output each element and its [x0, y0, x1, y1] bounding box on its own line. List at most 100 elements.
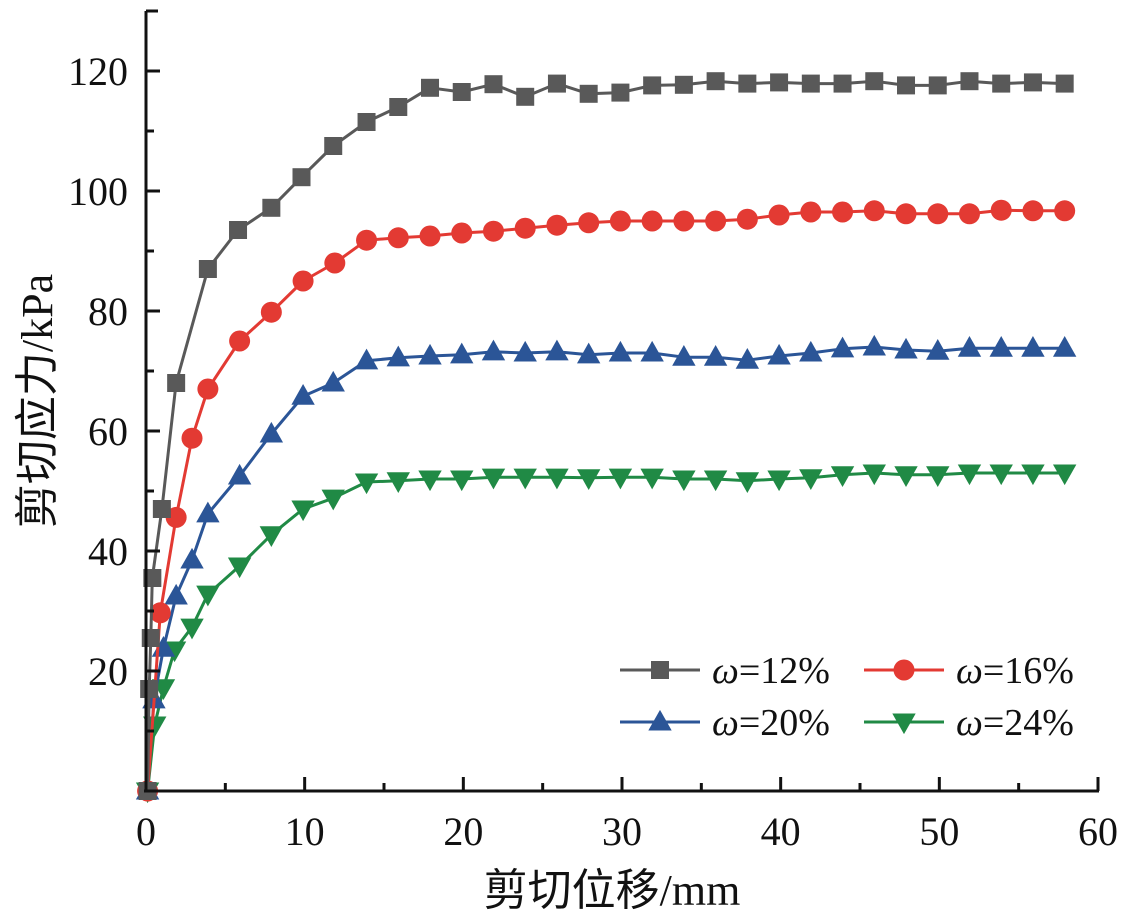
- data-point: [259, 421, 284, 443]
- data-point: [767, 343, 791, 365]
- data-point: [832, 201, 854, 223]
- data-point: [643, 76, 662, 95]
- data-point: [928, 76, 947, 95]
- data-point: [482, 220, 504, 242]
- data-point: [181, 427, 203, 449]
- data-point: [897, 76, 916, 95]
- data-point: [1021, 336, 1045, 357]
- data-point: [229, 221, 248, 239]
- legend-marker-triangle-down: [892, 713, 916, 735]
- data-point: [389, 98, 408, 116]
- data-point: [957, 464, 982, 486]
- series-triangle-down-group: [135, 464, 1077, 804]
- data-point: [641, 210, 663, 232]
- data-point: [609, 210, 631, 232]
- data-point: [894, 466, 918, 487]
- data-point: [576, 342, 601, 364]
- data-point: [321, 489, 345, 511]
- data-point: [767, 470, 791, 492]
- data-point: [863, 200, 885, 222]
- data-point: [418, 470, 442, 492]
- data-point: [387, 227, 409, 249]
- data-point: [143, 569, 162, 587]
- data-point: [516, 87, 535, 106]
- data-point: [1052, 464, 1077, 486]
- data-point: [579, 84, 598, 103]
- data-point: [165, 506, 187, 528]
- data-point: [546, 214, 568, 236]
- series-line: [146, 208, 1065, 792]
- series-circle-group: [137, 199, 1076, 802]
- data-point: [152, 500, 171, 518]
- data-point: [578, 212, 600, 234]
- data-point: [324, 252, 346, 274]
- data-point: [481, 339, 506, 361]
- data-point: [545, 339, 569, 361]
- data-point: [180, 547, 204, 569]
- data-point: [1022, 200, 1044, 222]
- data-point: [227, 463, 252, 485]
- data-point: [608, 340, 633, 362]
- data-point: [674, 75, 693, 94]
- data-point: [895, 203, 917, 225]
- data-point: [735, 472, 760, 493]
- data-point: [770, 73, 789, 92]
- data-point: [830, 336, 855, 358]
- x-ticks: 0 10 20 30 40 50 60: [136, 777, 1118, 854]
- data-point: [990, 199, 1012, 221]
- plot-series: [135, 72, 1077, 804]
- data-point: [926, 466, 950, 487]
- data-point: [321, 370, 345, 392]
- data-point: [450, 342, 474, 364]
- legend-item: ω=24%: [864, 702, 1074, 744]
- data-point: [167, 374, 186, 392]
- data-point: [989, 336, 1013, 357]
- data-point: [292, 270, 314, 292]
- y-ticks: 20 40 60 80 100 120: [68, 49, 160, 733]
- data-point: [164, 583, 188, 605]
- data-point: [291, 384, 315, 405]
- data-point: [799, 469, 823, 490]
- data-point: [196, 501, 220, 523]
- series-line: [146, 471, 1065, 792]
- data-point: [386, 345, 410, 367]
- data-point: [576, 469, 601, 490]
- data-point: [452, 83, 471, 101]
- data-point: [227, 557, 252, 579]
- data-point: [418, 343, 442, 365]
- x-tick-label: 20: [443, 809, 483, 854]
- data-point: [673, 210, 695, 232]
- data-point: [830, 466, 855, 487]
- data-point: [706, 72, 725, 91]
- data-point: [354, 473, 379, 495]
- legend-label: ω=24%: [956, 702, 1074, 744]
- x-axis-title: 剪切位移/mm: [484, 866, 741, 915]
- legend-item: ω=20%: [620, 702, 830, 744]
- legend-marker-triangle-up: [648, 709, 672, 731]
- data-point: [736, 208, 758, 230]
- data-point: [141, 629, 160, 647]
- data-point: [957, 336, 982, 357]
- data-point: [140, 680, 159, 698]
- legend-label: ω=20%: [712, 702, 830, 744]
- data-point: [738, 74, 757, 93]
- data-point: [513, 468, 537, 490]
- y-tick-label: 100: [68, 169, 128, 214]
- data-point: [672, 470, 696, 492]
- data-point: [1052, 336, 1077, 357]
- data-point: [640, 340, 664, 362]
- data-point: [960, 72, 979, 91]
- axes: 0 10 20 30 40 50 60 20 40 60 80 100 120: [68, 9, 1118, 854]
- data-point: [545, 468, 569, 490]
- data-point: [800, 201, 822, 223]
- data-point: [514, 217, 536, 239]
- data-point: [611, 83, 630, 102]
- legend-item: ω=12%: [620, 650, 830, 692]
- legend-label: ω=12%: [712, 650, 830, 692]
- data-point: [262, 198, 281, 217]
- data-point: [927, 203, 949, 225]
- y-tick-label: 20: [88, 649, 128, 694]
- data-point: [196, 585, 220, 607]
- data-point: [799, 340, 823, 362]
- series-triangle-up-group: [135, 334, 1077, 800]
